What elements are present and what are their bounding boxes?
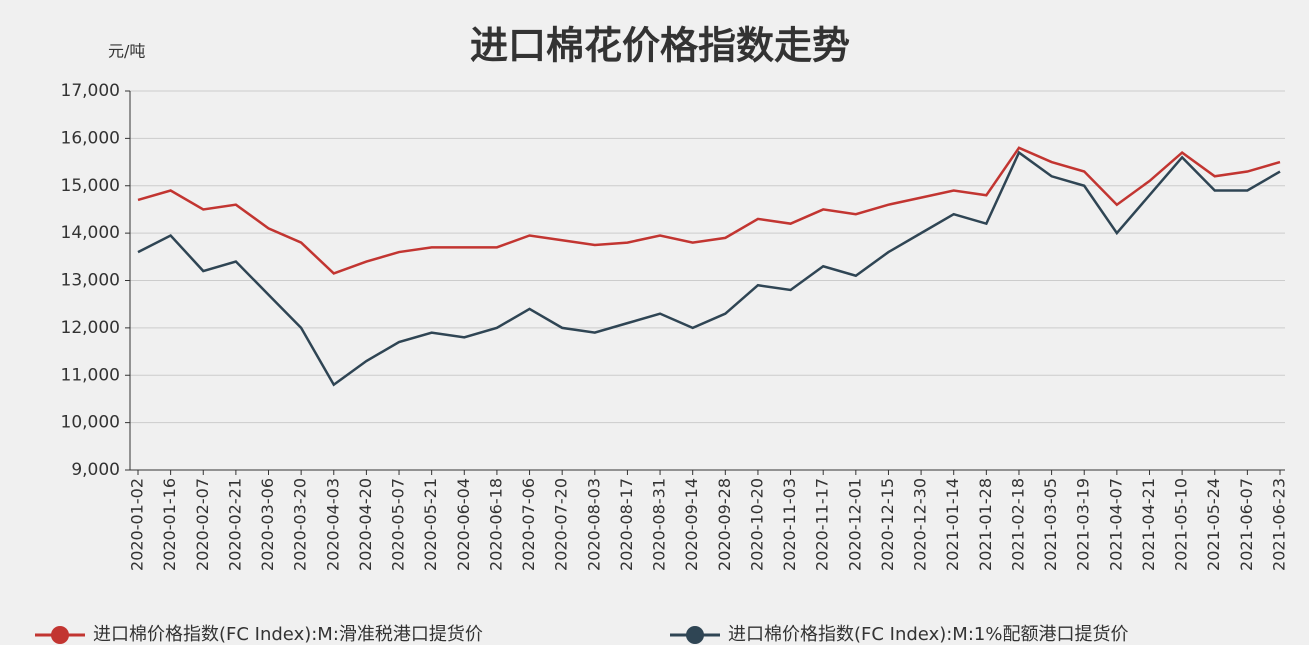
x-tick-label: 2020-02-07	[193, 478, 212, 571]
y-tick-label: 9,000	[71, 460, 120, 480]
x-tick-label: 2020-05-07	[389, 478, 408, 571]
y-tick-label: 14,000	[61, 223, 120, 243]
x-tick-label: 2020-08-17	[617, 478, 636, 571]
x-tick-label: 2021-05-10	[1172, 478, 1191, 571]
x-tick-label: 2021-06-07	[1237, 478, 1256, 571]
data-line	[137, 146, 1281, 275]
x-tick-label: 2020-04-20	[356, 478, 375, 571]
y-tick-label: 13,000	[61, 271, 120, 291]
y-axis-label: 元/吨	[108, 42, 145, 61]
x-tick-label: 2020-11-03	[780, 478, 799, 571]
y-tick-label: 12,000	[61, 318, 120, 338]
chart-title: 进口棉花价格指数走势	[470, 24, 850, 68]
x-tick-label: 2020-04-03	[323, 478, 342, 571]
x-tick-label: 2020-06-18	[486, 478, 505, 571]
legend-item: 进口棉价格指数(FC Index):M:滑准税港口提货价	[35, 624, 483, 645]
x-tick-label: 2020-10-20	[747, 478, 766, 571]
x-tick-label: 2020-01-16	[160, 478, 179, 571]
x-tick-label: 2020-06-04	[454, 478, 473, 571]
x-tick-label: 2020-01-02	[128, 478, 147, 571]
data-line	[137, 150, 1281, 387]
x-tick-label: 2020-08-31	[650, 478, 669, 571]
x-tick-label: 2021-01-28	[976, 478, 995, 571]
x-tick-label: 2020-12-30	[911, 478, 930, 571]
x-tick-label: 2021-02-18	[1008, 478, 1027, 571]
x-tick-label: 2020-03-06	[258, 478, 277, 571]
x-tick-label: 2021-03-19	[1074, 478, 1093, 571]
x-tick-label: 2020-08-03	[584, 478, 603, 571]
y-tick-label: 11,000	[61, 365, 120, 385]
x-tick-label: 2020-02-21	[225, 478, 244, 571]
x-tick-label: 2021-04-07	[1106, 478, 1125, 571]
legend-label: 进口棉价格指数(FC Index):M:1%配额港口提货价	[728, 624, 1128, 645]
legend-marker	[686, 626, 704, 644]
x-tick-label: 2020-09-14	[682, 478, 701, 571]
x-tick-label: 2020-07-20	[552, 478, 571, 571]
x-tick-label: 2020-12-01	[845, 478, 864, 571]
y-tick-label: 16,000	[61, 128, 120, 148]
legend-label: 进口棉价格指数(FC Index):M:滑准税港口提货价	[93, 624, 483, 645]
x-tick-label: 2020-03-20	[291, 478, 310, 571]
x-tick-label: 2020-12-15	[878, 478, 897, 571]
x-tick-label: 2020-11-17	[813, 478, 832, 571]
legend-marker	[51, 626, 69, 644]
x-tick-label: 2021-03-05	[1041, 478, 1060, 571]
legend-item: 进口棉价格指数(FC Index):M:1%配额港口提货价	[670, 624, 1128, 645]
y-tick-label: 17,000	[61, 81, 120, 101]
x-tick-label: 2021-01-14	[943, 478, 962, 571]
y-tick-label: 10,000	[61, 413, 120, 433]
x-tick-label: 2020-07-06	[519, 478, 538, 571]
x-tick-label: 2021-05-24	[1204, 478, 1223, 571]
y-tick-label: 15,000	[61, 176, 120, 196]
x-tick-label: 2021-04-21	[1139, 478, 1158, 571]
x-tick-label: 2020-09-28	[715, 478, 734, 571]
x-tick-label: 2021-06-23	[1270, 478, 1289, 571]
x-tick-label: 2020-05-21	[421, 478, 440, 571]
